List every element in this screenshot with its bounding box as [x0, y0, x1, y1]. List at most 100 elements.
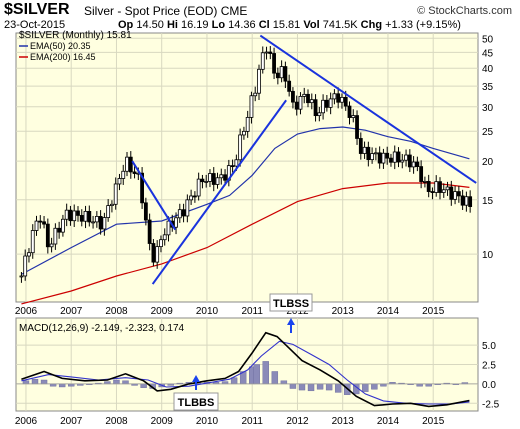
candle-body [449, 186, 454, 200]
candle-body [370, 153, 375, 161]
histogram-bar [271, 371, 279, 385]
year-tick-label: 2012 [286, 416, 309, 427]
candle-body [396, 151, 401, 163]
stockcharts-logo[interactable]: © StockCharts.com [417, 5, 512, 17]
candle-body [249, 95, 254, 118]
chart-description: Silver - Spot Price (EOD) CME [84, 4, 247, 18]
price-panel[interactable] [15, 32, 479, 303]
histogram-bar [307, 383, 315, 392]
candle-body [245, 117, 250, 132]
candle-body [125, 156, 129, 172]
candle-body [453, 191, 457, 200]
candle-body [19, 275, 24, 278]
candle-body [464, 196, 469, 206]
candle-body [298, 95, 303, 110]
candle-body [419, 166, 424, 182]
candle-body [317, 112, 322, 117]
candle-body [238, 134, 243, 161]
candle-body [426, 180, 431, 192]
candle-body [117, 178, 122, 185]
candle-body [64, 209, 69, 220]
candle-body [400, 159, 405, 163]
candle-body [355, 115, 359, 139]
year-tick-label: 2011 [241, 306, 263, 317]
tlbbs-label: TLBBS [178, 397, 215, 409]
candle-body [306, 93, 310, 104]
year-tick-label: 2010 [196, 416, 219, 427]
legend-ema50: EMA(50) 20.35 [30, 41, 91, 51]
candle-body [76, 210, 80, 216]
candle-body [423, 180, 427, 183]
macd-title: MACD(12,26,9) -2.149, -2.323, 0.174 [19, 323, 185, 334]
legend-ema200: EMA(200) 16.45 [30, 52, 96, 62]
histogram-bar [230, 377, 238, 385]
candle-body [253, 92, 258, 97]
price-tick-label: 30 [482, 103, 494, 114]
candle-body [38, 220, 43, 223]
candle-body [381, 152, 386, 164]
candle-body [415, 161, 420, 167]
year-tick-label: 2013 [332, 416, 355, 427]
candle-body [45, 223, 50, 248]
high-label: Hi [166, 19, 178, 31]
candle-body [362, 146, 367, 154]
price-candles [19, 46, 473, 283]
histogram-bar [316, 383, 324, 390]
candle-body [257, 68, 261, 94]
histogram-bar [371, 383, 378, 390]
candle-body [132, 171, 137, 174]
year-tick-label: 2008 [105, 416, 128, 427]
low-value: 14.36 [228, 19, 256, 31]
low-label: Lo [211, 19, 226, 31]
candle-body [268, 51, 273, 54]
candle-body [147, 219, 152, 244]
candle-body [340, 96, 344, 103]
macd-tick-label: 2.5 [482, 361, 496, 372]
candle-body [49, 243, 54, 248]
trendline [151, 99, 287, 285]
candle-body [385, 152, 390, 159]
candle-body [272, 53, 276, 74]
candle-body [324, 99, 329, 108]
candle-body [57, 227, 62, 233]
candle-body [219, 174, 224, 179]
candle-body [389, 157, 393, 163]
candle-body [34, 220, 39, 231]
candle-body [27, 252, 31, 257]
candle-body [283, 66, 288, 82]
tlbss-arrow-icon [287, 318, 295, 333]
candle-body [366, 146, 371, 161]
year-tick-label: 2009 [151, 416, 174, 427]
year-tick-label: 2014 [377, 306, 400, 317]
price-tick-label: 45 [482, 48, 494, 59]
price-tick-label: 50 [482, 34, 494, 45]
histogram-bar [113, 379, 120, 385]
chart-symbol: $SILVER [4, 1, 70, 18]
tlbbs-annotation: TLBBS [173, 375, 219, 411]
year-tick-label: 2006 [15, 416, 38, 427]
candle-body [79, 215, 84, 222]
candle-body [260, 52, 265, 70]
histogram-bar [280, 380, 288, 385]
candle-body [215, 177, 220, 185]
candle-body [358, 138, 363, 154]
price-tick-label: 40 [482, 64, 494, 75]
histogram-bar [40, 379, 48, 385]
candle-body [155, 246, 160, 263]
candle-body [61, 218, 65, 233]
candle-body [42, 221, 46, 225]
candle-body [343, 96, 348, 107]
macd-histogram [16, 361, 478, 395]
candle-body [242, 130, 246, 136]
candle-body [83, 210, 88, 222]
candle-body [438, 181, 442, 193]
open-value: 14.50 [136, 19, 164, 31]
candle-body [200, 178, 205, 183]
year-tick-label: 2010 [196, 306, 219, 317]
candle-body [98, 216, 103, 230]
histogram-bar [262, 361, 269, 385]
candle-body [113, 183, 118, 205]
close-label: Cl [258, 19, 270, 31]
candle-body [287, 80, 292, 92]
